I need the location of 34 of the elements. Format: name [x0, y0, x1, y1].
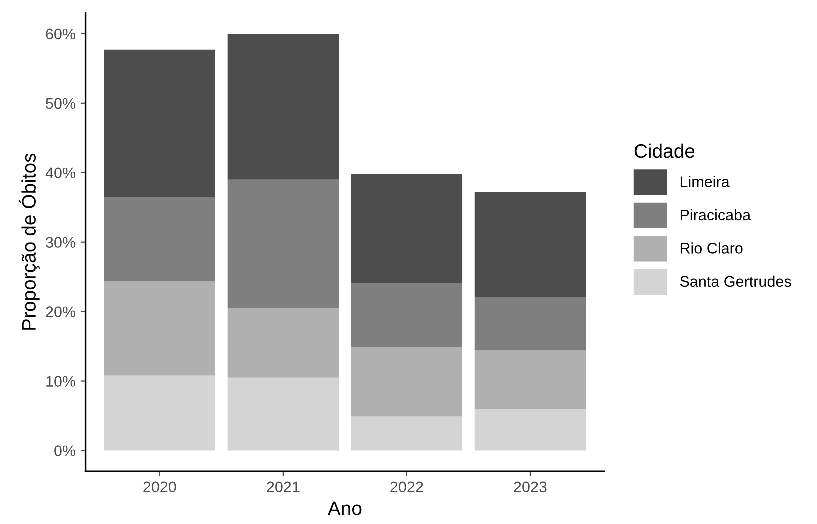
- bar: [228, 34, 340, 180]
- bar: [474, 192, 586, 298]
- bar: [104, 197, 216, 282]
- x-axis-title: Ano: [328, 502, 362, 516]
- y-tick-label: 20%: [46, 306, 76, 318]
- bar: [104, 376, 216, 451]
- bar: [474, 409, 586, 451]
- y-tick-label: 10%: [46, 376, 76, 387]
- legend-label: Santa Gertrudes: [680, 276, 792, 288]
- bar: [351, 416, 463, 451]
- x-tick-label: 2023: [514, 482, 547, 493]
- legend-title: Cidade: [634, 144, 695, 158]
- y-tick-label: 30%: [46, 237, 76, 248]
- bar: [474, 297, 586, 351]
- bar: [351, 347, 463, 417]
- bar: [228, 378, 340, 451]
- x-tick-label: 2021: [267, 482, 300, 493]
- y-axis-title: Proporção de Óbitos: [18, 154, 40, 330]
- legend-label: Piracicaba: [680, 209, 752, 221]
- legend-label: Rio Claro: [680, 242, 743, 254]
- y-tick-label: 40%: [46, 168, 76, 179]
- bar: [474, 350, 586, 410]
- bar: [228, 180, 340, 308]
- y-tick-label: 50%: [46, 98, 76, 110]
- x-tick-label: 2020: [144, 482, 176, 493]
- legend-label: Limeira: [680, 176, 730, 188]
- bar: [104, 281, 216, 376]
- y-tick-label: 0%: [54, 446, 76, 456]
- bar: [351, 283, 463, 348]
- bar: [351, 174, 463, 284]
- x-tick-label: 2022: [390, 482, 424, 493]
- bar: [104, 50, 216, 198]
- y-tick-label: 60%: [46, 28, 76, 40]
- bar: [228, 308, 340, 378]
